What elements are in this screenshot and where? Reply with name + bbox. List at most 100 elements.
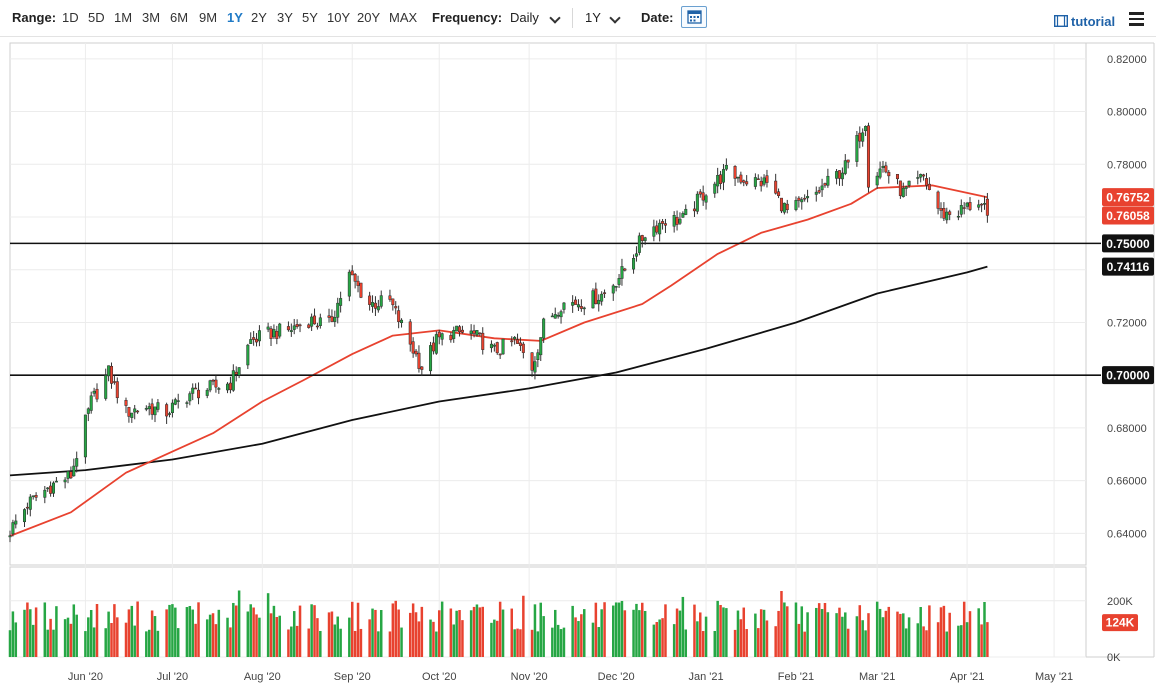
candle-down [692, 208, 696, 212]
volume-bar [875, 601, 879, 657]
volume-bar [620, 600, 624, 657]
volume-bar [867, 613, 870, 657]
range-10y-button[interactable]: 10Y [327, 10, 351, 25]
candle-up [919, 174, 923, 178]
candle-down [414, 350, 418, 355]
candle-down [391, 298, 395, 306]
candle-down [924, 178, 928, 186]
calendar-button[interactable] [681, 6, 707, 28]
price-label-box [1102, 188, 1154, 207]
range-20y-button[interactable]: 20Y [357, 10, 381, 25]
slow-moving-average-line [9, 265, 988, 477]
range-3y-button[interactable]: 3Y [277, 10, 293, 25]
volume-bar [925, 630, 928, 657]
volume-bar [316, 618, 319, 657]
film-icon[interactable] [1054, 15, 1068, 27]
candle-up [492, 344, 496, 347]
volume-bar [614, 602, 618, 657]
volume-bar [580, 614, 583, 657]
volume-bar [623, 610, 627, 657]
range-2y-button[interactable]: 2Y [251, 10, 267, 25]
tutorial-link[interactable]: tutorial [1071, 14, 1116, 29]
range-6m-button[interactable]: 6M [170, 10, 189, 25]
candle-up [208, 380, 212, 391]
time-tick-label: Oct '20 [422, 671, 457, 683]
range-5d-button[interactable]: 5D [88, 10, 105, 25]
range-1d-button[interactable]: 1D [62, 10, 79, 25]
candle-down [698, 191, 702, 195]
candle-down [817, 190, 821, 193]
candle-up [336, 302, 340, 318]
volume-bar [133, 625, 136, 657]
time-tick-label: Dec '20 [598, 671, 635, 683]
range-1m-button[interactable]: 1M [114, 10, 133, 25]
volume-bar [962, 601, 966, 657]
volume-bar [774, 626, 777, 657]
volume-bar [902, 613, 905, 657]
range-1y-button[interactable]: 1Y [227, 10, 243, 25]
volume-bar [977, 608, 980, 657]
candle-down [460, 329, 464, 333]
volume-bar [699, 612, 702, 657]
volume-bar [455, 610, 458, 657]
volume-bar [817, 603, 821, 657]
volume-bar [49, 618, 52, 657]
candle-up [550, 315, 554, 318]
candle-down [521, 343, 525, 353]
candle-down [478, 332, 482, 335]
period-select[interactable]: 1Y [585, 10, 601, 25]
candle-down [307, 324, 311, 328]
candle-up [440, 333, 444, 340]
volume-bar [66, 617, 70, 657]
volume-label-box [1102, 614, 1138, 632]
candle-down [252, 337, 256, 340]
volume-bar [495, 620, 499, 657]
volume-bar [440, 601, 444, 657]
volume-bar [519, 629, 522, 657]
candle-up [553, 314, 557, 319]
volume-bar [237, 590, 241, 657]
price-tick-label: 0.68000 [1107, 423, 1147, 435]
candle-up [89, 395, 93, 411]
candle-up [826, 175, 830, 186]
volume-bar [942, 605, 946, 657]
volume-bar [327, 612, 331, 657]
volume-bar [469, 610, 473, 657]
volume-label-text: 124K [1106, 616, 1135, 630]
volume-bar [583, 609, 586, 657]
menu-icon[interactable] [1129, 12, 1144, 26]
volume-bar [313, 605, 316, 657]
candle-down [803, 197, 807, 200]
candle-up [173, 399, 177, 405]
candle-down [968, 202, 972, 210]
candle-down [315, 325, 319, 328]
volume-bar [89, 609, 93, 657]
frequency-select[interactable]: Daily [510, 10, 539, 25]
range-3m-button[interactable]: 3M [142, 10, 161, 25]
candle-down [498, 353, 502, 356]
volume-bar [339, 628, 342, 657]
candle-down [846, 159, 850, 163]
candle-up [965, 202, 969, 207]
time-tick-label: Apr '21 [950, 671, 985, 683]
candle-down [962, 207, 966, 209]
candle-up [246, 344, 250, 366]
volume-bar [945, 631, 949, 657]
candle-up [72, 465, 76, 477]
range-9m-button[interactable]: 9M [199, 10, 218, 25]
candle-up [231, 370, 235, 391]
candle-up [901, 187, 905, 198]
candle-down [408, 321, 412, 345]
volume-bar [52, 629, 55, 657]
range-5y-button[interactable]: 5Y [302, 10, 318, 25]
candle-up [959, 205, 963, 215]
candle-down [397, 310, 401, 322]
volume-bar [174, 607, 177, 657]
volume-bar [652, 624, 656, 657]
range-max-button[interactable]: MAX [389, 10, 418, 25]
candle-up [782, 202, 786, 213]
candle-down [797, 197, 801, 201]
candle-up [168, 413, 172, 415]
candle-up [475, 330, 479, 336]
